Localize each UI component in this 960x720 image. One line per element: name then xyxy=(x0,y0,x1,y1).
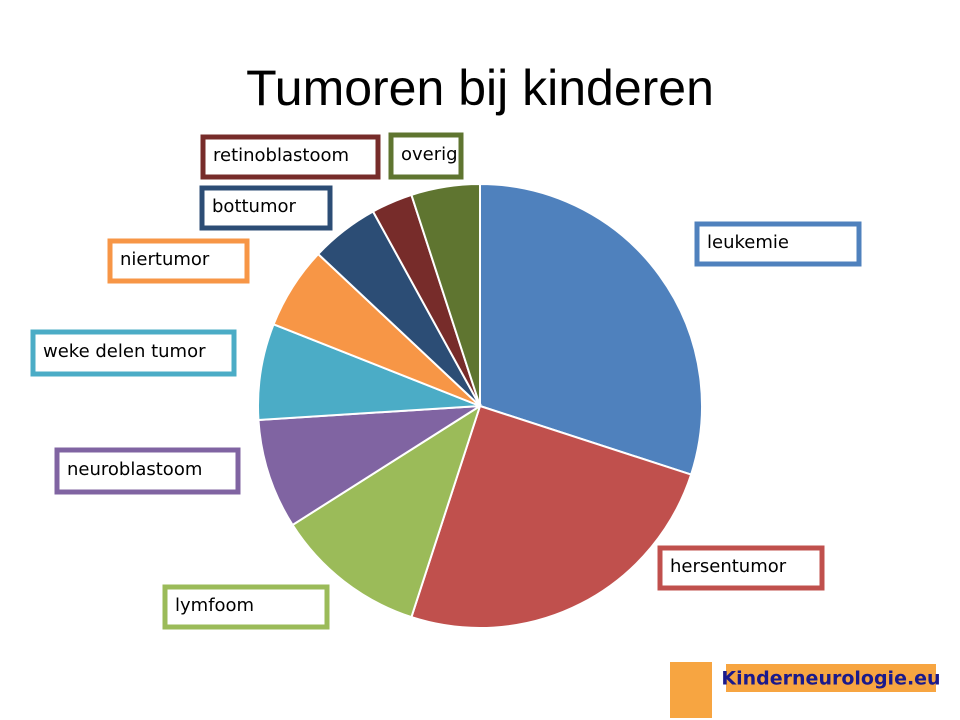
label-box xyxy=(107,238,250,284)
chart-title: Tumoren bij kinderen xyxy=(246,60,714,116)
logo-icon xyxy=(670,662,712,718)
category-label: neuroblastoom xyxy=(67,459,202,480)
category-label: retinoblastoom xyxy=(213,145,349,166)
category-label: leukemie xyxy=(707,232,789,253)
label-box xyxy=(657,545,825,591)
category-label: lymfoom xyxy=(175,595,254,616)
pie-slice xyxy=(291,403,482,619)
logo-banner xyxy=(726,664,936,692)
label-box xyxy=(388,132,464,180)
pie-slice xyxy=(410,182,481,407)
label-box xyxy=(199,185,333,231)
label-box xyxy=(200,134,381,180)
logo-text: Kinderneurologie.eu xyxy=(721,668,940,690)
label-box xyxy=(54,447,241,495)
category-label: overig xyxy=(401,144,458,165)
pie xyxy=(257,182,703,629)
pie-slice xyxy=(479,182,703,476)
label-box xyxy=(30,329,237,377)
label-box xyxy=(694,221,862,267)
category-label: bottumor xyxy=(212,196,297,217)
pie-slice xyxy=(410,404,693,629)
label-box xyxy=(162,584,330,630)
category-label: niertumor xyxy=(120,249,210,270)
category-label: hersentumor xyxy=(670,556,787,577)
logo: Kinderneurologie.eu xyxy=(670,662,941,718)
labels: leukemie hersentumor lymfoom neuroblastoom w… xyxy=(30,132,862,630)
category-label: weke delen tumor xyxy=(43,341,206,362)
pie-slice xyxy=(257,405,481,527)
